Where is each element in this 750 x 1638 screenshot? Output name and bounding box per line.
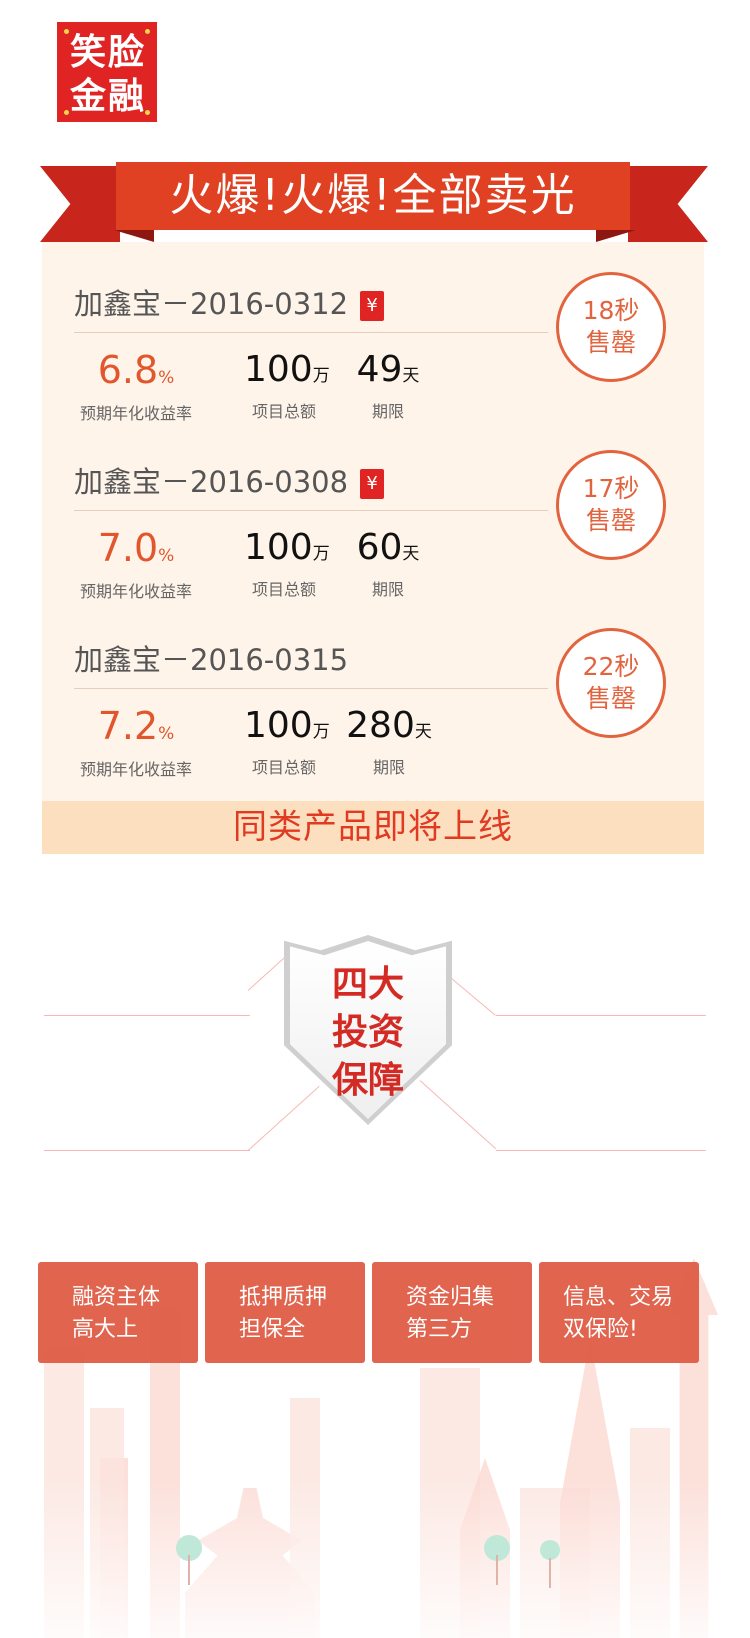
rate-unit: % <box>158 724 175 744</box>
guarantee-box-financing: 融资主体 高大上 <box>38 1262 198 1363</box>
amount-label: 项目总额 <box>251 758 316 777</box>
term-metric: 280天 期限 <box>344 704 434 780</box>
product-name: 加鑫宝－2016-0315 <box>74 643 349 677</box>
term-unit: 天 <box>414 722 432 742</box>
amount-metric: 100万 项目总额 <box>244 704 330 780</box>
sold-time: 17秒 <box>582 474 640 503</box>
shield-line-1: 四大 <box>331 964 404 1005</box>
rate-metric: 7.2% 预期年化收益率 <box>74 704 198 782</box>
term-value: 280 <box>346 705 415 746</box>
connector-line <box>44 1015 250 1016</box>
rate-unit: % <box>158 368 175 388</box>
connector-line <box>447 975 496 1016</box>
rate-value: 7.0 <box>97 526 159 570</box>
amount-metric: 100万 项目总额 <box>244 526 330 602</box>
amount-value: 100 <box>244 705 313 746</box>
sold-time: 18秒 <box>582 296 640 325</box>
product-title: 加鑫宝－2016-0315 <box>74 640 348 680</box>
product-title: 加鑫宝－2016-0308 ¥ <box>74 462 385 502</box>
product-item[interactable]: 加鑫宝－2016-0312 ¥ 6.8% 预期年化收益率 100万 项目总额 49… <box>74 272 694 444</box>
amount-unit: 万 <box>312 544 330 564</box>
logo-corner-dot <box>145 110 150 115</box>
product-item[interactable]: 加鑫宝－2016-0315 7.2% 预期年化收益率 100万 项目总额 280… <box>74 628 694 800</box>
banner-title: 火爆!火爆!全部卖光 <box>116 162 630 230</box>
term-label: 期限 <box>371 580 404 599</box>
amount-value: 100 <box>244 527 313 568</box>
term-metric: 60天 期限 <box>356 526 420 602</box>
guarantee-box-custody: 资金归集 第三方 <box>372 1262 532 1363</box>
term-unit: 天 <box>402 544 420 564</box>
guarantee-line-1: 抵押质押 <box>239 1285 328 1310</box>
term-label: 期限 <box>371 402 404 421</box>
rate-label: 预期年化收益率 <box>79 760 192 779</box>
divider <box>74 332 548 333</box>
connector-line <box>496 1150 706 1151</box>
ribbon-fold-left <box>114 230 154 242</box>
guarantee-line-2: 第三方 <box>406 1317 473 1342</box>
sold-out-badge: 18秒 售罄 <box>556 272 666 382</box>
term-unit: 天 <box>402 366 420 386</box>
guarantee-line-2: 双保险! <box>563 1317 638 1342</box>
red-packet-icon: ¥ <box>360 469 385 499</box>
connector-line <box>496 1015 706 1016</box>
guarantee-box-insurance: 信息、交易 双保险! <box>539 1262 699 1363</box>
divider <box>74 688 548 689</box>
sold-text: 售罄 <box>585 684 636 713</box>
connector-line <box>44 1150 250 1151</box>
amount-unit: 万 <box>312 722 330 742</box>
sold-text: 售罄 <box>585 328 636 357</box>
shield-emblem: 四大 投资 保障 <box>284 935 452 1125</box>
rate-label: 预期年化收益率 <box>79 582 192 601</box>
divider <box>74 510 548 511</box>
term-metric: 49天 期限 <box>356 348 420 424</box>
term-label: 期限 <box>372 758 405 777</box>
term-value: 49 <box>356 349 403 390</box>
fade-overlay <box>0 1478 750 1638</box>
tree-icon <box>540 1540 560 1560</box>
ribbon-tail-right <box>628 166 708 242</box>
shield-line-3: 保障 <box>331 1060 404 1101</box>
logo-corner-dot <box>64 110 69 115</box>
rate-value: 6.8 <box>97 348 159 392</box>
product-title: 加鑫宝－2016-0312 ¥ <box>74 284 385 324</box>
city-skyline-illustration <box>0 1210 750 1638</box>
rate-label: 预期年化收益率 <box>79 404 192 423</box>
term-value: 60 <box>356 527 403 568</box>
shield-title: 四大 投资 保障 <box>284 961 452 1105</box>
amount-value: 100 <box>244 349 313 390</box>
guarantee-line-1: 资金归集 <box>406 1285 495 1310</box>
rate-unit: % <box>158 546 175 566</box>
tree-trunk <box>549 1558 551 1588</box>
product-name: 加鑫宝－2016-0312 <box>74 287 349 321</box>
rate-value: 7.2 <box>97 704 159 748</box>
product-item[interactable]: 加鑫宝－2016-0308 ¥ 7.0% 预期年化收益率 100万 项目总额 60… <box>74 450 694 622</box>
amount-metric: 100万 项目总额 <box>244 348 330 424</box>
guarantee-line-2: 高大上 <box>72 1317 139 1342</box>
amount-label: 项目总额 <box>251 402 316 421</box>
guarantee-line-1: 融资主体 <box>72 1285 161 1310</box>
amount-label: 项目总额 <box>251 580 316 599</box>
logo-line-1: 笑脸 <box>70 32 147 73</box>
logo-corner-dot <box>145 29 150 34</box>
amount-unit: 万 <box>312 366 330 386</box>
sold-text: 售罄 <box>585 506 636 535</box>
logo-line-2: 金融 <box>70 76 147 117</box>
logo: 笑脸 金融 <box>57 22 157 122</box>
ribbon-tail-left <box>40 166 120 242</box>
sold-time: 22秒 <box>582 652 640 681</box>
tree-trunk <box>188 1555 190 1585</box>
sold-out-badge: 17秒 售罄 <box>556 450 666 560</box>
product-name: 加鑫宝－2016-0308 <box>74 465 349 499</box>
red-packet-icon: ¥ <box>360 291 385 321</box>
guarantee-box-collateral: 抵押质押 担保全 <box>205 1262 365 1363</box>
sold-out-badge: 22秒 售罄 <box>556 628 666 738</box>
rate-metric: 6.8% 预期年化收益率 <box>74 348 198 426</box>
tree-trunk <box>496 1555 498 1585</box>
rate-metric: 7.0% 预期年化收益率 <box>74 526 198 604</box>
guarantee-line-1: 信息、交易 <box>563 1285 674 1310</box>
coming-soon-banner: 同类产品即将上线 <box>42 801 704 854</box>
shield-line-2: 投资 <box>331 1012 404 1053</box>
guarantee-line-2: 担保全 <box>239 1317 306 1342</box>
logo-corner-dot <box>64 29 69 34</box>
